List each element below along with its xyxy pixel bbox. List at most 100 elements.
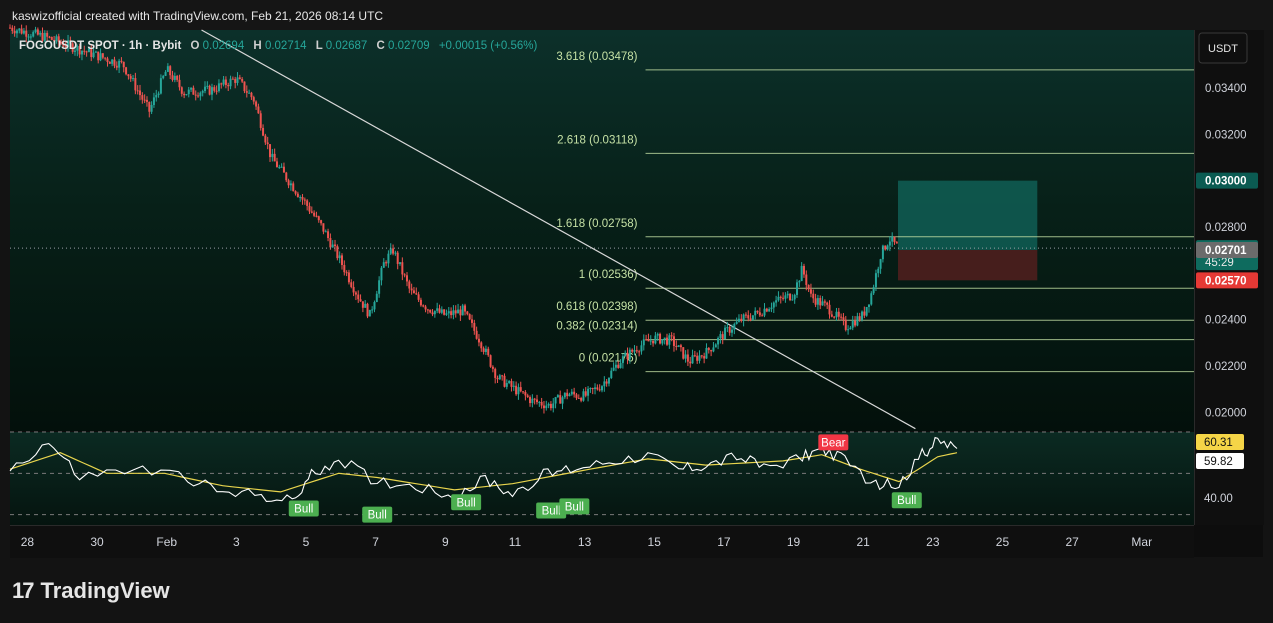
candle-body[interactable] bbox=[605, 381, 608, 384]
tradingview-logo[interactable]: 17 TradingView bbox=[12, 578, 170, 604]
candle-body[interactable] bbox=[364, 303, 367, 308]
candle-body[interactable] bbox=[603, 381, 606, 387]
candle-body[interactable] bbox=[176, 75, 179, 80]
candle-body[interactable] bbox=[626, 352, 629, 360]
candle-body[interactable] bbox=[46, 32, 49, 37]
candle-body[interactable] bbox=[758, 312, 761, 316]
candle-body[interactable] bbox=[204, 86, 207, 92]
candle-body[interactable] bbox=[371, 309, 374, 311]
candle-body[interactable] bbox=[157, 93, 160, 96]
candle-body[interactable] bbox=[403, 274, 406, 276]
candle-body[interactable] bbox=[628, 349, 631, 360]
candle-body[interactable] bbox=[292, 183, 295, 192]
candle-body[interactable] bbox=[220, 83, 223, 85]
candle-body[interactable] bbox=[461, 305, 464, 316]
candle-body[interactable] bbox=[591, 388, 594, 390]
candle-body[interactable] bbox=[192, 87, 195, 95]
candle-body[interactable] bbox=[733, 323, 736, 330]
candle-body[interactable] bbox=[113, 59, 116, 66]
candle-body[interactable] bbox=[201, 91, 204, 93]
candle-body[interactable] bbox=[793, 294, 796, 300]
candle-body[interactable] bbox=[399, 262, 402, 264]
candle-body[interactable] bbox=[851, 320, 854, 328]
candle-body[interactable] bbox=[740, 318, 743, 321]
candle-body[interactable] bbox=[533, 398, 536, 400]
candle-body[interactable] bbox=[668, 335, 671, 345]
candle-body[interactable] bbox=[749, 318, 752, 320]
candle-body[interactable] bbox=[301, 197, 304, 200]
candle-body[interactable] bbox=[696, 355, 699, 361]
candle-body[interactable] bbox=[347, 272, 350, 283]
candle-body[interactable] bbox=[705, 347, 708, 359]
candle-body[interactable] bbox=[382, 262, 385, 268]
candle-body[interactable] bbox=[190, 87, 193, 90]
candle-body[interactable] bbox=[789, 293, 792, 301]
candle-body[interactable] bbox=[431, 312, 434, 315]
candle-body[interactable] bbox=[877, 268, 880, 274]
candle-body[interactable] bbox=[744, 314, 747, 316]
candle-body[interactable] bbox=[568, 394, 571, 397]
candle-body[interactable] bbox=[570, 391, 573, 395]
candle-body[interactable] bbox=[457, 309, 460, 314]
candle-body[interactable] bbox=[612, 367, 615, 371]
candle-body[interactable] bbox=[835, 311, 838, 318]
candle-body[interactable] bbox=[682, 347, 685, 359]
candle-body[interactable] bbox=[15, 30, 18, 34]
candle-body[interactable] bbox=[106, 58, 109, 63]
candle-body[interactable] bbox=[136, 90, 139, 92]
candle-body[interactable] bbox=[830, 314, 833, 317]
candle-body[interactable] bbox=[501, 375, 504, 377]
candle-body[interactable] bbox=[120, 60, 123, 62]
candle-body[interactable] bbox=[519, 387, 522, 392]
candle-body[interactable] bbox=[294, 191, 297, 194]
candle-body[interactable] bbox=[719, 334, 722, 338]
candle-body[interactable] bbox=[22, 30, 25, 34]
candle-body[interactable] bbox=[812, 293, 815, 299]
candle-body[interactable] bbox=[43, 32, 46, 41]
candle-body[interactable] bbox=[80, 50, 83, 55]
candle-body[interactable] bbox=[735, 321, 738, 324]
candle-body[interactable] bbox=[99, 53, 102, 61]
candle-body[interactable] bbox=[108, 62, 111, 64]
candle-body[interactable] bbox=[134, 78, 137, 91]
candle-body[interactable] bbox=[206, 85, 209, 87]
candle-body[interactable] bbox=[162, 75, 165, 79]
candle-body[interactable] bbox=[863, 311, 866, 316]
candle-body[interactable] bbox=[104, 57, 107, 59]
candle-body[interactable] bbox=[614, 364, 617, 368]
candle-body[interactable] bbox=[336, 246, 339, 259]
candle-body[interactable] bbox=[584, 391, 587, 396]
candle-body[interactable] bbox=[865, 306, 868, 316]
candle-body[interactable] bbox=[482, 348, 485, 352]
candle-body[interactable] bbox=[823, 301, 826, 303]
candle-body[interactable] bbox=[29, 36, 32, 38]
candle-body[interactable] bbox=[78, 46, 81, 55]
candle-body[interactable] bbox=[640, 345, 643, 352]
candle-body[interactable] bbox=[87, 48, 90, 53]
bear-signal-tag[interactable] bbox=[818, 434, 849, 451]
candle-body[interactable] bbox=[656, 333, 659, 336]
candle-body[interactable] bbox=[712, 347, 715, 352]
candle-body[interactable] bbox=[844, 319, 847, 330]
candle-body[interactable] bbox=[689, 361, 692, 364]
candle-body[interactable] bbox=[724, 327, 727, 340]
candle-body[interactable] bbox=[642, 339, 645, 346]
candle-body[interactable] bbox=[677, 345, 680, 347]
candle-body[interactable] bbox=[9, 27, 11, 29]
candle-body[interactable] bbox=[484, 348, 487, 352]
candle-body[interactable] bbox=[385, 262, 388, 264]
candle-body[interactable] bbox=[800, 265, 803, 282]
candle-body[interactable] bbox=[199, 92, 202, 97]
candle-body[interactable] bbox=[141, 95, 144, 100]
candle-body[interactable] bbox=[454, 310, 457, 314]
candle-body[interactable] bbox=[524, 392, 527, 396]
candle-body[interactable] bbox=[238, 77, 241, 80]
candle-body[interactable] bbox=[721, 334, 724, 340]
candle-body[interactable] bbox=[765, 308, 768, 312]
bull-signal-tag[interactable] bbox=[536, 502, 567, 519]
candle-body[interactable] bbox=[11, 27, 14, 31]
candle-body[interactable] bbox=[39, 32, 42, 35]
candle-body[interactable] bbox=[610, 370, 613, 378]
candle-body[interactable] bbox=[324, 231, 327, 233]
candle-body[interactable] bbox=[872, 287, 875, 294]
